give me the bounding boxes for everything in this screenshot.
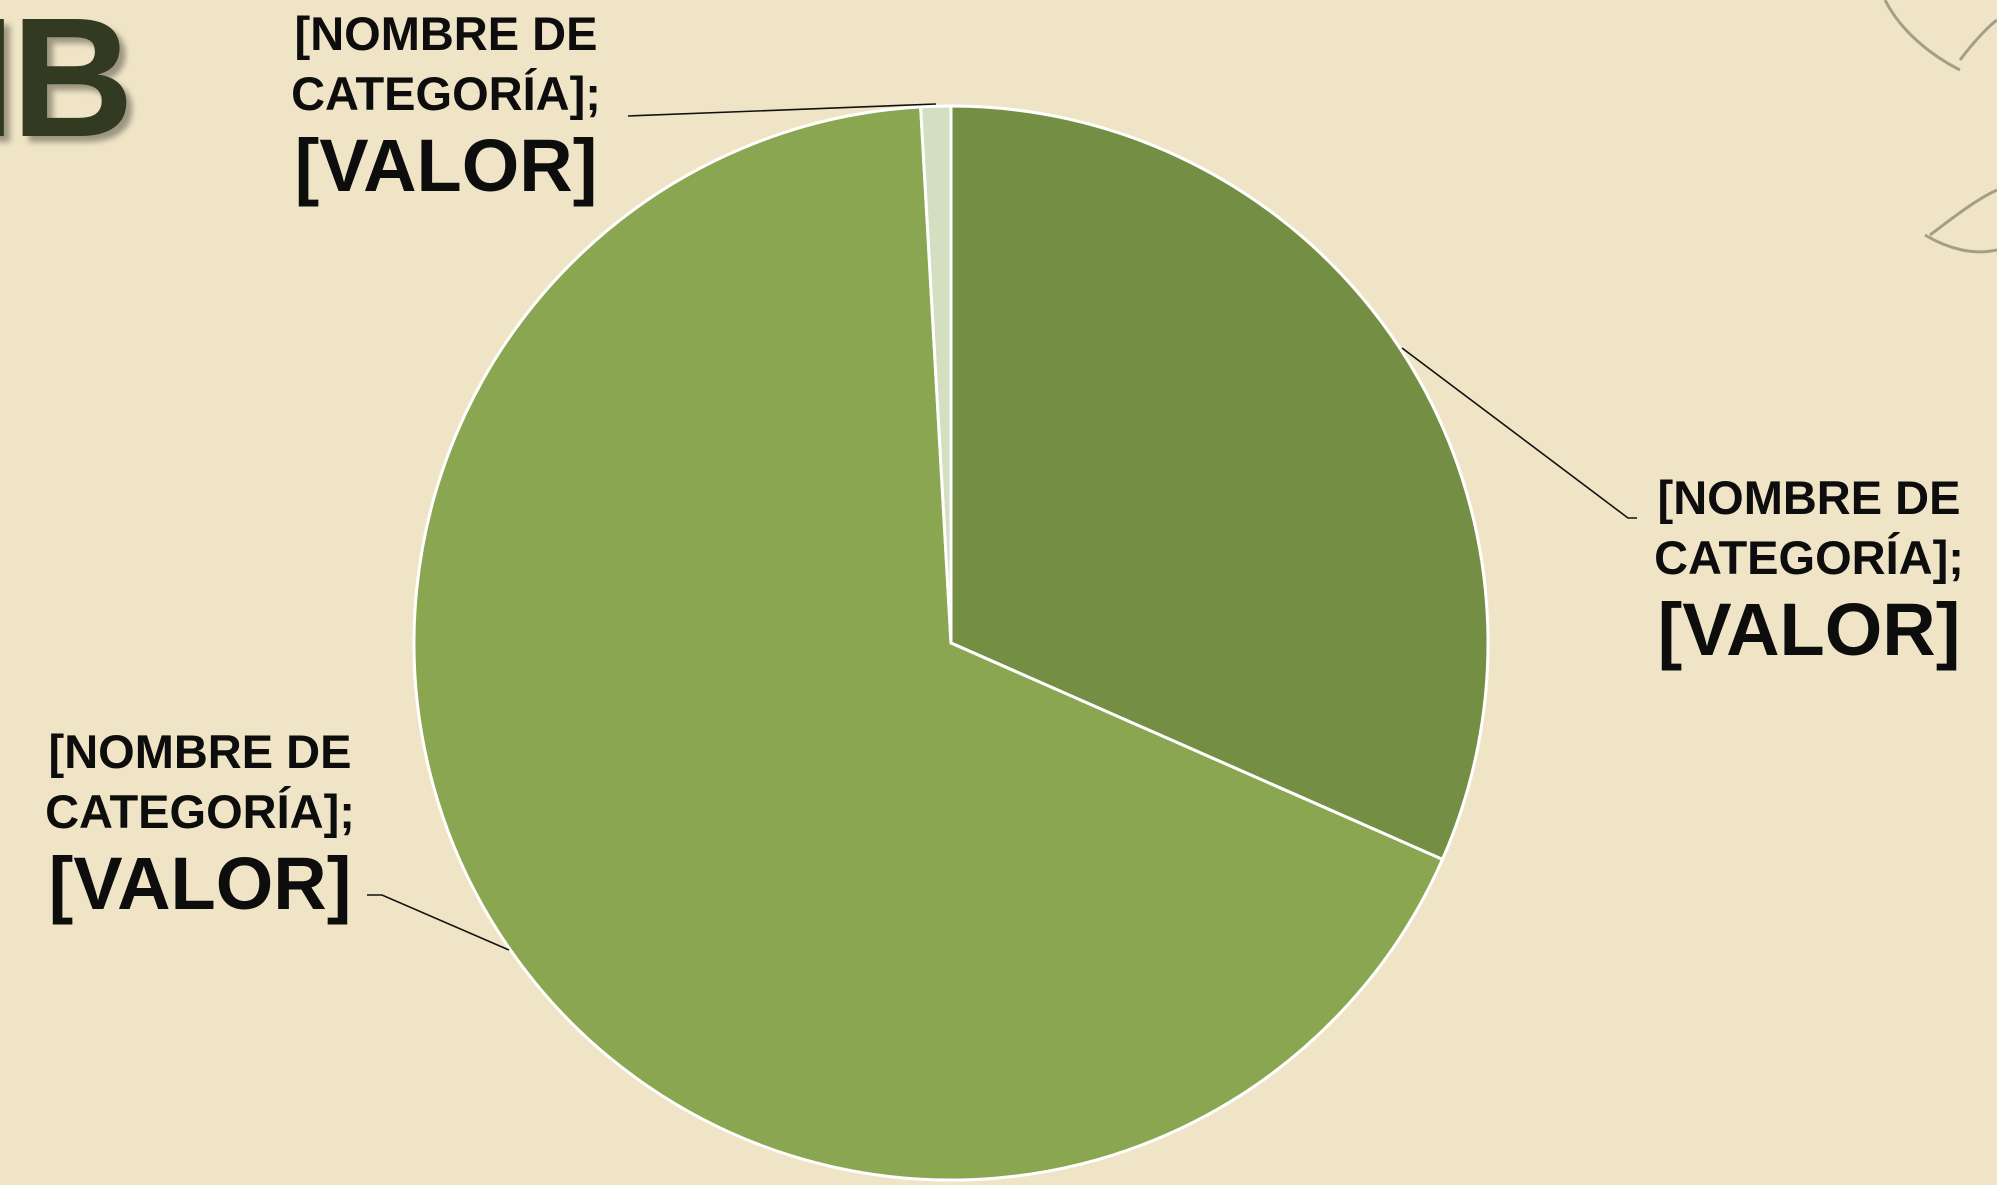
category-label: [NOMBRE DE CATEGORÍA]; bbox=[1654, 471, 1964, 584]
data-label: [NOMBRE DE CATEGORÍA]; [VALOR] bbox=[1619, 468, 1997, 672]
pie-slice bbox=[919, 104, 953, 644]
category-label: [NOMBRE DE CATEGORÍA]; bbox=[45, 725, 355, 838]
value-label: [VALOR] bbox=[1657, 588, 1961, 672]
value-label: [VALOR] bbox=[48, 842, 352, 926]
leader-line bbox=[627, 103, 937, 117]
pie-slice bbox=[412, 105, 1445, 1182]
leaf-decoration bbox=[1883, 0, 1997, 254]
value-label: [VALOR] bbox=[294, 124, 598, 208]
slide-title: IB bbox=[0, 0, 134, 173]
data-label: [NOMBRE DE CATEGORÍA]; [VALOR] bbox=[256, 4, 636, 208]
data-label: [NOMBRE DE CATEGORÍA]; [VALOR] bbox=[10, 722, 390, 926]
category-label: [NOMBRE DE CATEGORÍA]; bbox=[291, 7, 601, 120]
leader-line bbox=[367, 894, 510, 951]
leader-line bbox=[1401, 347, 1637, 519]
pie-slice bbox=[949, 104, 1490, 862]
